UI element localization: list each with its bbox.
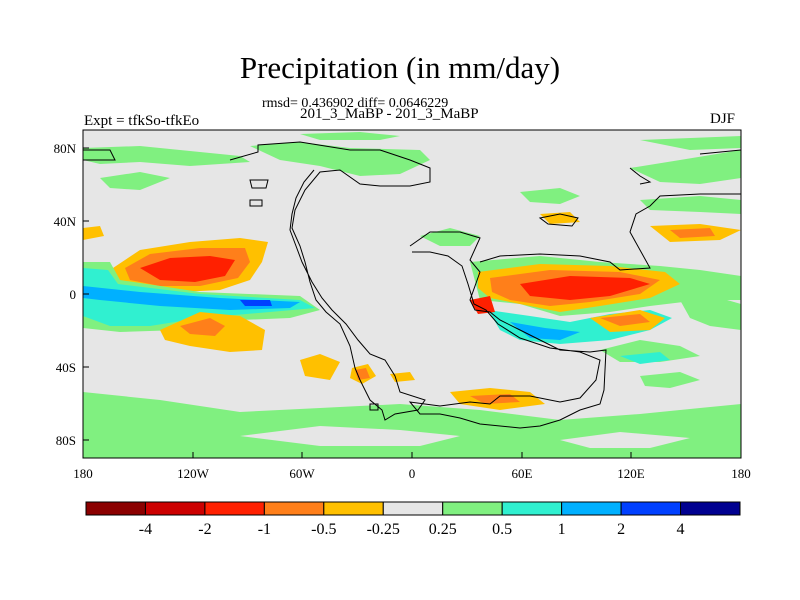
colorbar-label: -0.5 [311,521,336,538]
y-tick-label: 80S [56,433,76,448]
colorbar-swatch [680,501,741,516]
contour-region [470,296,495,314]
colorbar-swatch [442,501,503,516]
contour-region [510,322,580,340]
contour-region [640,196,741,214]
coastline-islands [249,179,579,411]
coastlines [83,141,741,429]
contour-region [520,276,650,300]
colorbar-label: -2 [198,521,211,538]
contour-region [300,132,400,140]
colorbar-label: 4 [677,521,685,538]
colorbar-swatch [561,501,622,516]
y-tick-label: 0 [70,287,77,302]
x-tick-label: 120W [177,466,210,481]
y-tick-label: 80N [54,141,77,156]
plot-title: Precipitation (in mm/day) [239,50,561,85]
coastline-arctic [83,149,741,185]
colorbar: -4 -2 -1 -0.5 -0.25 0.25 0.5 1 2 4 [85,501,741,538]
tick-marks [82,147,742,458]
contour-region [250,142,430,176]
colorbar-swatch [263,501,325,516]
x-tick-label: 120E [617,466,645,481]
colorbar-label: 0.5 [492,521,512,538]
coastline-africa-eurasia [408,231,607,429]
x-tick-label: 60E [512,466,533,481]
contour-region [630,150,741,184]
season-label: DJF [710,111,736,127]
coastline-asia [479,193,741,271]
colorbar-swatch [323,501,384,516]
contour-region [100,172,170,190]
colorbar-swatch [144,501,206,516]
contour-region [540,212,580,224]
experiment-label: Expt = tfkSo-tfkEo [84,113,200,129]
contour-region [300,354,340,380]
contour-region [240,426,460,446]
contour-region [83,226,104,240]
colorbar-label: 2 [617,521,625,538]
contour-region [600,314,650,326]
contour-region [560,432,690,448]
x-tick-label: 180 [731,466,751,481]
contour-region [620,352,670,364]
y-tick-label: 40S [56,360,76,375]
contour-region [640,372,700,388]
colorbar-swatch [204,501,265,516]
y-tick-label: 40N [54,214,77,229]
contour-region [670,228,715,238]
contour-region [240,300,272,306]
contour-fills [83,132,741,458]
coastline-americas [229,141,431,421]
contour-region [83,146,250,166]
colorbar-swatch [382,501,444,516]
rmsd-diff-stats: rmsd= 0.436902 diff= 0.0646229 [262,96,449,111]
colorbar-swatch [501,501,563,516]
contour-region [680,298,741,330]
colorbar-label: 0.25 [429,521,457,538]
colorbar-label: -4 [139,521,152,538]
contour-region [180,318,225,336]
x-tick-label: 0 [409,466,416,481]
contour-region [520,188,580,204]
contour-region [140,256,235,282]
colorbar-swatch [620,501,682,516]
colorbar-swatch [85,501,146,516]
experiment-subtitle: 201_3_MaBP - 201_3_MaBP [300,106,479,122]
x-tick-label: 60W [289,466,315,481]
colorbar-label: -1 [258,521,271,538]
x-tick-label: 180 [73,466,93,481]
contour-region [640,136,741,150]
colorbar-label: -0.25 [367,521,400,538]
colorbar-label: 1 [558,521,566,538]
